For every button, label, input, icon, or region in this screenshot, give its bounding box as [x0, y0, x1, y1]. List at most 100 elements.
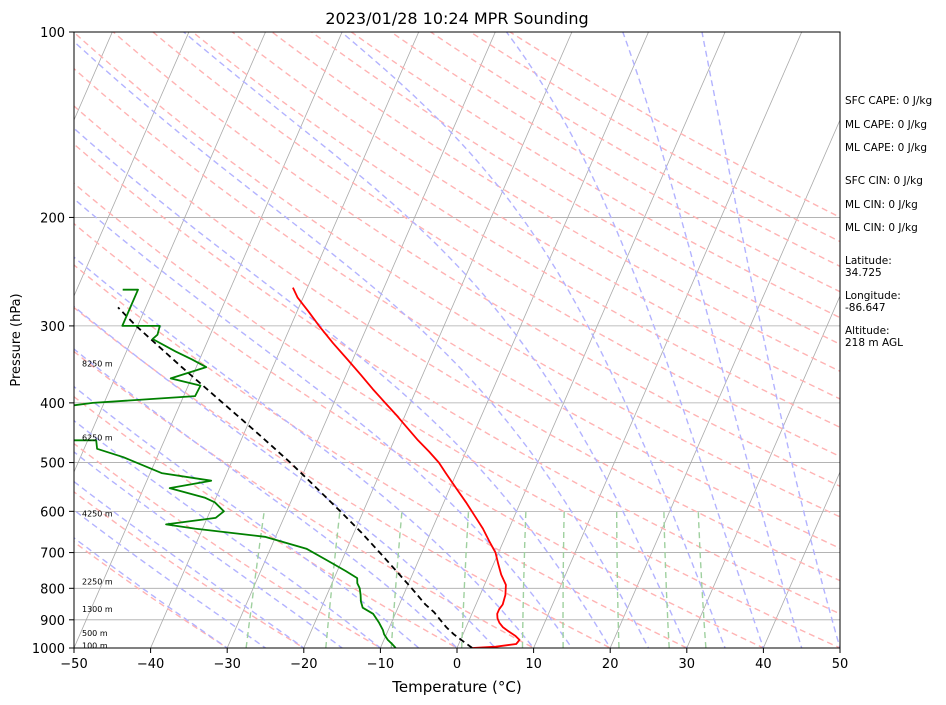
y-tick-label: 700	[40, 547, 65, 562]
y-tick-label: 600	[40, 505, 65, 520]
temperature-profile-line	[292, 287, 521, 648]
dry-adiabat	[350, 32, 840, 319]
info-line: SFC CAPE: 0 J/kg	[845, 95, 932, 107]
dry-adiabat	[74, 32, 840, 518]
isotherm-line	[150, 32, 420, 648]
moist-adiabat	[74, 348, 459, 648]
info-panel: SFC CAPE: 0 J/kg ML CAPE: 0 J/kg ML CAPE: …	[845, 95, 932, 349]
moist-adiabat	[701, 32, 840, 648]
moist-adiabat	[622, 32, 803, 648]
dry-adiabat	[191, 32, 840, 429]
moist-adiabat	[74, 536, 229, 648]
x-tick-label: 40	[755, 657, 772, 672]
height-label: 4250 m	[82, 510, 113, 519]
info-line: -86.647	[845, 302, 886, 314]
dry-adiabat	[112, 32, 840, 488]
dry-adiabat	[151, 32, 840, 458]
x-tick-label: −20	[290, 657, 317, 672]
height-label: 8250 m	[82, 359, 113, 368]
x-tick-label: 30	[679, 657, 696, 672]
info-line: Latitude:	[845, 255, 892, 267]
y-axis-ticks: 100 200 300 400 500 600 700 800 900 1000	[32, 26, 74, 657]
info-line: Altitude:	[845, 325, 890, 337]
x-tick-label: 0	[453, 657, 461, 672]
plot-frame	[73, 31, 841, 649]
x-tick-label: −30	[213, 657, 240, 672]
x-tick-label: 50	[832, 657, 849, 672]
x-tick-label: −40	[137, 657, 164, 672]
dry-adiabat	[508, 32, 840, 219]
y-tick-label: 400	[40, 397, 65, 412]
dry-adiabat	[74, 67, 840, 550]
moist-adiabat	[74, 40, 650, 648]
x-tick-label: −50	[60, 657, 87, 672]
moist-adiabat	[505, 32, 765, 648]
dry-adiabat	[74, 182, 840, 648]
moist-adiabat	[74, 451, 344, 648]
mixing-ratio-line	[616, 511, 620, 648]
moist-adiabat	[74, 509, 267, 648]
x-tick-label: 10	[525, 657, 542, 672]
dry-adiabat	[231, 32, 840, 400]
isotherm-line	[609, 118, 840, 648]
y-tick-label: 500	[40, 457, 65, 472]
dry-adiabat	[74, 264, 689, 648]
moist-adiabat	[74, 197, 573, 648]
moist-adiabat	[74, 419, 382, 648]
x-tick-label: −10	[367, 657, 394, 672]
isotherm-line	[74, 32, 190, 298]
info-line: ML CIN: 0 J/kg	[845, 199, 918, 211]
y-tick-label: 300	[40, 320, 65, 335]
info-line: 34.725	[845, 267, 882, 279]
mixing-ratio-line	[245, 511, 265, 648]
info-line: Longitude:	[845, 290, 901, 302]
dry-adiabat	[310, 32, 840, 345]
y-tick-label: 200	[40, 211, 65, 226]
moist-adiabat	[74, 385, 420, 648]
info-line: SFC CIN: 0 J/kg	[845, 175, 923, 187]
isotherm-line	[762, 470, 840, 648]
info-line: ML CAPE: 0 J/kg	[845, 142, 927, 154]
info-line: ML CIN: 0 J/kg	[845, 222, 918, 234]
x-axis-title: Temperature (°C)	[391, 678, 521, 696]
dry-adiabat	[74, 222, 766, 648]
dry-adiabat	[74, 491, 306, 648]
moist-adiabat	[340, 32, 726, 648]
isotherm-line	[74, 32, 266, 474]
moist-adiabat	[182, 32, 688, 648]
moist-adiabat	[74, 305, 497, 648]
isotherm-line	[456, 32, 726, 648]
dry-adiabat	[74, 105, 840, 582]
dry-adiabat	[74, 143, 840, 615]
y-axis-title: Pressure (hPa)	[9, 293, 24, 386]
parcel-profile-line	[117, 306, 473, 648]
y-tick-label: 1000	[32, 642, 65, 657]
mixing-ratio-line	[521, 511, 527, 648]
dry-adiabat	[74, 395, 459, 648]
x-tick-label: 20	[602, 657, 619, 672]
y-tick-label: 800	[40, 582, 65, 597]
height-label: 6250 m	[82, 433, 113, 442]
y-tick-label: 900	[40, 614, 65, 629]
profiles	[74, 287, 521, 648]
dry-adiabat	[74, 350, 536, 648]
isotherm-line	[303, 32, 573, 648]
moist-adiabat	[74, 256, 535, 648]
dry-adiabat	[74, 541, 229, 648]
isotherm-line	[74, 32, 343, 648]
isotherm-line	[74, 32, 113, 122]
dry-adiabat	[74, 306, 612, 648]
isotherm-line	[686, 294, 840, 648]
chart-title: 2023/01/28 10:24 MPR Sounding	[325, 9, 588, 28]
mixing-ratio-line	[697, 511, 707, 648]
height-label: 500 m	[82, 629, 108, 638]
dry-adiabat	[270, 32, 840, 373]
background-lines	[74, 32, 840, 648]
x-axis-ticks: −50 −40 −30 −20 −10 0 10 20 30 40 50	[60, 648, 848, 672]
isotherm-line	[379, 32, 649, 648]
mixing-ratio-line	[325, 511, 341, 648]
height-labels: 100 m 500 m 1300 m 2250 m 4250 m 6250 m 8250 m	[82, 359, 113, 650]
mixing-ratio-line	[390, 511, 403, 648]
info-line: 218 m AGL	[845, 337, 903, 349]
